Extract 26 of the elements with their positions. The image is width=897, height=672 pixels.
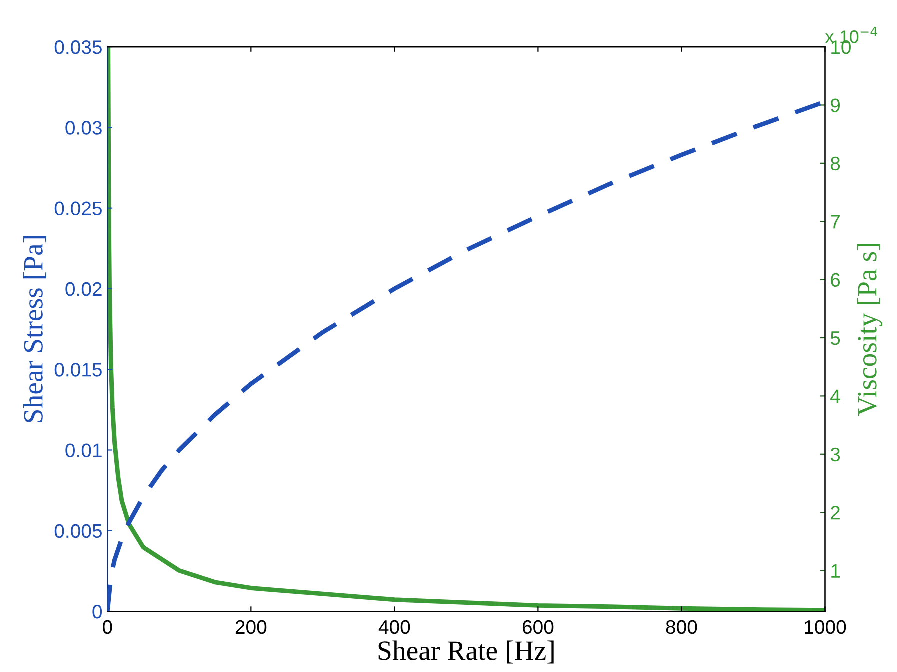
y2-tick-label: 6 <box>831 273 840 288</box>
x-tick-label: 1000 <box>805 620 846 634</box>
x-tick-label: 600 <box>522 620 554 634</box>
y-tick-label: 0.015 <box>54 363 102 377</box>
y-tick-label: 0 <box>92 604 102 619</box>
y-tick-label: 0.03 <box>66 121 102 135</box>
y-tick-label: 0.02 <box>66 282 102 296</box>
y-tick-label: 0.035 <box>54 40 102 54</box>
y-axis-title: Shear Stress [Pa] <box>23 236 46 422</box>
x-tick-label: 400 <box>378 620 410 634</box>
y2-axis-title: Viscosity [Pa s] <box>857 244 883 416</box>
y2-tick-label: 1 <box>832 564 840 578</box>
y2-tick-label: 7 <box>831 215 840 229</box>
y2-tick-label: 5 <box>830 332 840 346</box>
x-axis-title: Shear Rate [Hz] <box>378 640 554 664</box>
y2-tick-label: 4 <box>830 390 840 404</box>
y-tick-label: 0.005 <box>54 524 102 538</box>
x-tick-label: 800 <box>666 620 698 634</box>
y2-tick-label: 9 <box>831 98 840 112</box>
y-tick-label: 0.01 <box>66 444 102 458</box>
x-tick-label: 200 <box>236 620 267 634</box>
y-tick-label: 0.025 <box>54 202 102 216</box>
x-tick-label: 0 <box>102 620 112 634</box>
y2-tick-label: 8 <box>830 156 840 171</box>
y2-tick-label: 2 <box>831 506 840 520</box>
y2-tick-label: 3 <box>830 448 840 462</box>
